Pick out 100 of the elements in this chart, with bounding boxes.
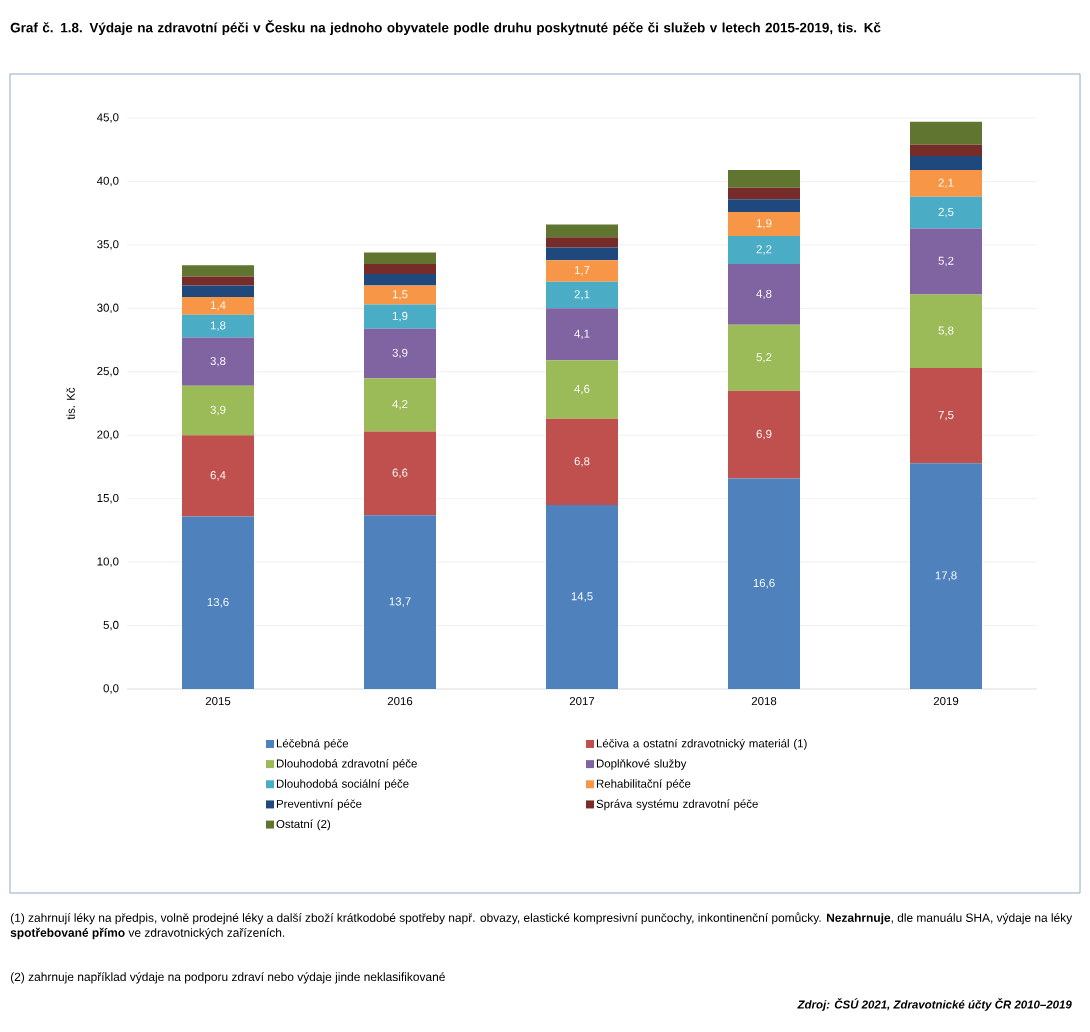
bar [910, 170, 982, 197]
bar [910, 228, 982, 295]
bar [364, 263, 436, 275]
bar [728, 324, 800, 391]
x-tick-label: 2015 [205, 697, 231, 706]
legend-label: Léčebná péče [276, 738, 349, 750]
bar [910, 156, 982, 171]
bar [910, 196, 982, 229]
y-tick-label: 20,0 [97, 430, 119, 440]
text: (2) zahrnuje například výdaje na podporu zdraví nebo výdaje jinde neklasifikované [10, 972, 445, 984]
y-tick-label: 0,0 [103, 684, 119, 694]
data-label: 1,8 [210, 321, 226, 331]
data-label: 6,8 [574, 457, 590, 467]
bar [728, 478, 800, 690]
data-label: 5,8 [938, 326, 954, 336]
bar [546, 505, 618, 690]
data-label: 1,5 [392, 290, 408, 300]
y-tick-label: 15,0 [97, 493, 119, 504]
legend-label: Preventivní péče [276, 799, 362, 811]
legend-label: Dlouhodobá sociální péče [276, 779, 409, 791]
chart-title: Graf č. 1.8. Výdaje na zdravotní péči v Česku na jednoho obyvatele podle druhu poskytnuté péče či služeb v letech 2015-2019, tis. Kč [10, 20, 881, 36]
bar [182, 285, 254, 297]
x-tick-label: 2018 [751, 697, 777, 706]
bar [182, 337, 254, 386]
bar [182, 296, 254, 315]
data-label: 3,8 [210, 356, 226, 367]
data-label: 2,1 [938, 178, 954, 189]
bar [910, 463, 982, 690]
data-label: 3,9 [210, 405, 226, 416]
bar [182, 276, 254, 286]
bar [728, 263, 800, 325]
x-tick-label: 2019 [933, 697, 959, 706]
legend-label: Doplňkové služby [596, 759, 687, 770]
bar [364, 274, 436, 286]
data-label: 14,5 [571, 592, 593, 602]
legend-label: Ostatní (2) [276, 819, 331, 831]
data-label: 4,1 [574, 329, 590, 340]
data-label: 1,4 [210, 301, 226, 311]
bar [546, 360, 618, 419]
bar [728, 390, 800, 479]
x-tick-label: 2016 [387, 697, 413, 706]
bar [728, 236, 800, 264]
data-label: 13,7 [389, 597, 411, 607]
bar [364, 328, 436, 379]
bar [546, 418, 618, 506]
y-tick-label: 45,0 [96, 113, 119, 123]
bar [364, 285, 436, 305]
bar [182, 516, 254, 690]
y-tick-label: 10,0 [97, 557, 119, 567]
data-label: 6,9 [756, 429, 772, 440]
bar [364, 252, 436, 264]
bar [546, 308, 618, 361]
bar [546, 224, 618, 238]
y-tick-label: 35,0 [97, 240, 119, 250]
data-label: 5,2 [756, 353, 772, 363]
y-tick-label: 5,0 [103, 620, 119, 631]
bar [546, 260, 618, 282]
bar [910, 144, 982, 157]
bar [728, 187, 800, 200]
bar [910, 121, 982, 145]
data-label: 2,2 [756, 245, 772, 255]
data-label: 5,2 [938, 256, 954, 267]
bar [364, 431, 436, 516]
data-label: 1,9 [392, 311, 408, 322]
legend-label: Léčiva a ostatní zdravotnický materiál (1) [596, 738, 807, 750]
y-tick-label: 30,0 [97, 303, 119, 314]
text: (1) zahrnují léky na předpis, volně prodejné léky a další zboží krátkodobé spotřeby např. obvazy, elastické kompresivní punčochy, inkontinenční pomůcky. Nezahrnuje, dle manuálu SHA, výdaje na léky spotřebované přímo ve zdravotnických zařízeních. [10, 912, 1073, 940]
data-label: 4,8 [756, 289, 772, 300]
data-label: 6,6 [392, 468, 408, 479]
data-label: 13,6 [207, 597, 229, 608]
bar [364, 515, 436, 690]
bar [546, 247, 618, 261]
data-label: 7,5 [938, 410, 954, 421]
bar [910, 294, 982, 368]
bar [728, 199, 800, 212]
y-tick-label: 25,0 [97, 367, 119, 377]
text: Zdroj: ČSÚ 2021, Zdravotnické účty ČR 2010–2019 [797, 998, 1072, 1011]
legend-label: Rehabilitační péče [596, 779, 691, 791]
x-tick-label: 2017 [569, 697, 595, 706]
bar [182, 314, 254, 338]
bar [364, 378, 436, 432]
data-label: 17,8 [935, 571, 957, 581]
bar [182, 385, 254, 436]
bar [910, 367, 982, 464]
data-label: 3,9 [392, 348, 408, 359]
data-label: 4,6 [574, 384, 590, 395]
bar [728, 211, 800, 237]
bar [364, 304, 436, 329]
legend-label: Dlouhodobá zdravotní péče [276, 759, 417, 770]
data-label: 1,7 [574, 266, 590, 276]
y-tick-label: 40,0 [96, 176, 119, 187]
bar [182, 435, 254, 517]
data-label: 1,9 [756, 219, 772, 229]
data-label: 2,5 [938, 207, 954, 218]
data-label: 2,1 [574, 290, 590, 300]
data-label: 4,2 [392, 400, 408, 410]
bar [546, 281, 618, 309]
bar [546, 237, 618, 248]
legend-label: Správa systému zdravotní péče [596, 799, 758, 811]
bar [728, 170, 800, 188]
